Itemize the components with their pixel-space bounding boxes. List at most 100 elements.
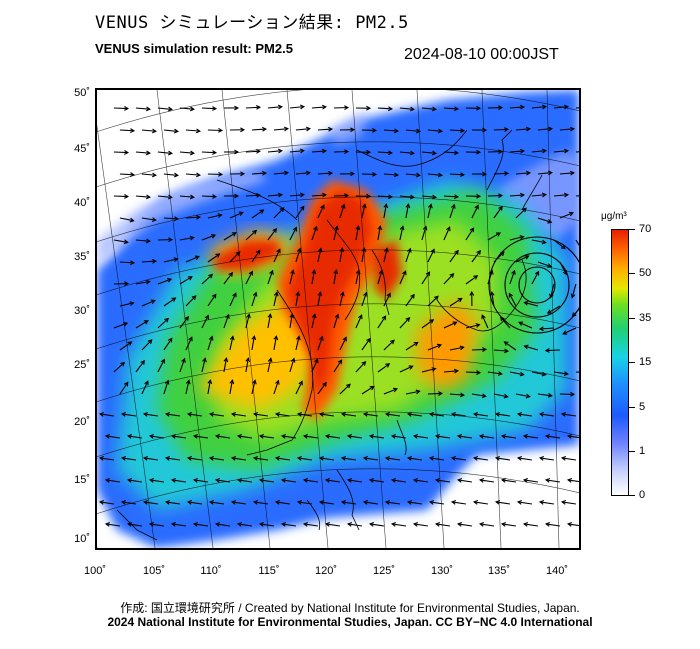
wind-arrow-head <box>415 389 421 395</box>
wind-arrow <box>421 368 436 373</box>
wind-arrow-head <box>437 172 443 178</box>
wind-arrow <box>113 239 128 243</box>
wind-arrow <box>311 106 326 109</box>
wind-arrow <box>531 106 546 109</box>
wind-arrow-head <box>446 226 451 232</box>
wind-arrow-head <box>457 297 463 303</box>
wind-arrow <box>561 413 576 417</box>
wind-arrow <box>473 501 488 505</box>
wind-arrow-head <box>350 171 356 177</box>
wind-arrow <box>339 337 347 351</box>
wind-arrow <box>363 501 378 505</box>
wind-arrow <box>451 457 466 461</box>
wind-arrow <box>559 172 574 175</box>
wind-arrow <box>493 206 503 219</box>
wind-arrow <box>407 413 422 417</box>
wind-arrow-head <box>472 500 479 505</box>
wind-arrow-head <box>519 104 526 110</box>
wind-arrow <box>361 248 365 263</box>
wind-arrow-head <box>438 391 444 396</box>
wind-arrow-head <box>234 149 240 155</box>
wind-arrow <box>443 273 454 285</box>
wind-arrow-head <box>258 434 265 439</box>
wind-arrow <box>537 261 552 268</box>
wind-arrow <box>405 173 420 176</box>
wind-arrow <box>355 226 359 241</box>
wind-arrow-head <box>151 217 157 222</box>
wind-arrow <box>377 226 381 241</box>
wind-arrow-head <box>366 149 372 155</box>
wind-arrow <box>547 305 561 314</box>
wind-arrow-head <box>223 357 229 363</box>
wind-arrow <box>223 272 233 285</box>
wind-arrow-head <box>481 314 486 320</box>
wind-arrow-head <box>340 500 347 505</box>
wind-arrow-head <box>269 269 274 275</box>
wind-arrow-head <box>152 258 158 264</box>
wind-arrow-head <box>240 171 246 177</box>
wind-arrow <box>562 327 577 335</box>
colorbar-tick <box>629 229 635 230</box>
wind-arrow <box>289 227 297 241</box>
wind-arrow-head <box>214 434 221 439</box>
cyclone-ring <box>504 252 570 318</box>
wind-arrow <box>487 371 502 375</box>
wind-arrow-head <box>186 456 193 461</box>
wind-arrow-head <box>262 170 268 176</box>
wind-arrow-head <box>252 456 259 461</box>
wind-arrow-head <box>344 149 350 155</box>
wind-arrow <box>429 457 444 461</box>
wind-arrow-head <box>383 203 389 209</box>
wind-arrow-head <box>428 456 435 461</box>
wind-arrow-head <box>184 315 189 321</box>
wind-arrow <box>273 207 285 219</box>
wind-arrow <box>383 248 388 263</box>
wind-arrow <box>399 365 413 373</box>
wind-arrow-head <box>475 323 481 328</box>
wind-arrow <box>251 250 261 263</box>
wind-arrow <box>413 523 428 527</box>
wind-arrow-head <box>381 315 387 321</box>
wind-arrow-head <box>317 291 323 297</box>
wind-arrow-head <box>192 434 199 439</box>
wind-arrow <box>317 248 322 263</box>
wind-arrow <box>427 129 442 132</box>
wind-arrow <box>297 501 312 505</box>
wind-arrow <box>275 413 290 417</box>
wind-arrow <box>135 280 150 285</box>
wind-arrow <box>259 479 274 483</box>
wind-arrow <box>163 258 178 263</box>
wind-arrow-head <box>498 193 504 199</box>
wind-arrow-head <box>500 316 505 322</box>
wind-arrow <box>245 150 260 153</box>
wind-arrow <box>399 107 414 110</box>
graticule-meridian <box>156 90 214 548</box>
wind-arrow-head <box>469 290 475 296</box>
wind-arrow <box>443 226 451 241</box>
wind-arrow-head <box>230 456 237 461</box>
wind-arrow <box>571 283 577 298</box>
wind-arrow <box>399 317 410 329</box>
graticule-parallel <box>97 356 579 403</box>
lat-label-45: 45˚ <box>74 143 90 155</box>
wind-arrow <box>361 204 366 219</box>
wind-arrow-head <box>230 500 237 505</box>
wind-arrow-head <box>321 148 328 154</box>
wind-arrow <box>575 371 579 373</box>
wind-arrow <box>105 523 120 527</box>
wind-arrow-head <box>215 253 221 258</box>
wind-arrow-head <box>366 337 371 343</box>
wind-arrow <box>163 129 178 132</box>
wind-arrow <box>207 336 213 351</box>
wind-arrow <box>449 204 455 219</box>
wind-arrow <box>443 151 458 154</box>
wind-arrow-head <box>211 293 217 299</box>
colorbar-label-50: 50 <box>639 267 652 279</box>
wind-arrow-head <box>324 522 331 527</box>
wind-arrow-head <box>214 478 221 483</box>
wind-arrow <box>443 370 458 373</box>
wind-arrow <box>201 151 216 154</box>
wind-arrow <box>537 128 552 131</box>
wind-arrow <box>531 150 546 153</box>
wind-arrow-head <box>408 365 414 370</box>
